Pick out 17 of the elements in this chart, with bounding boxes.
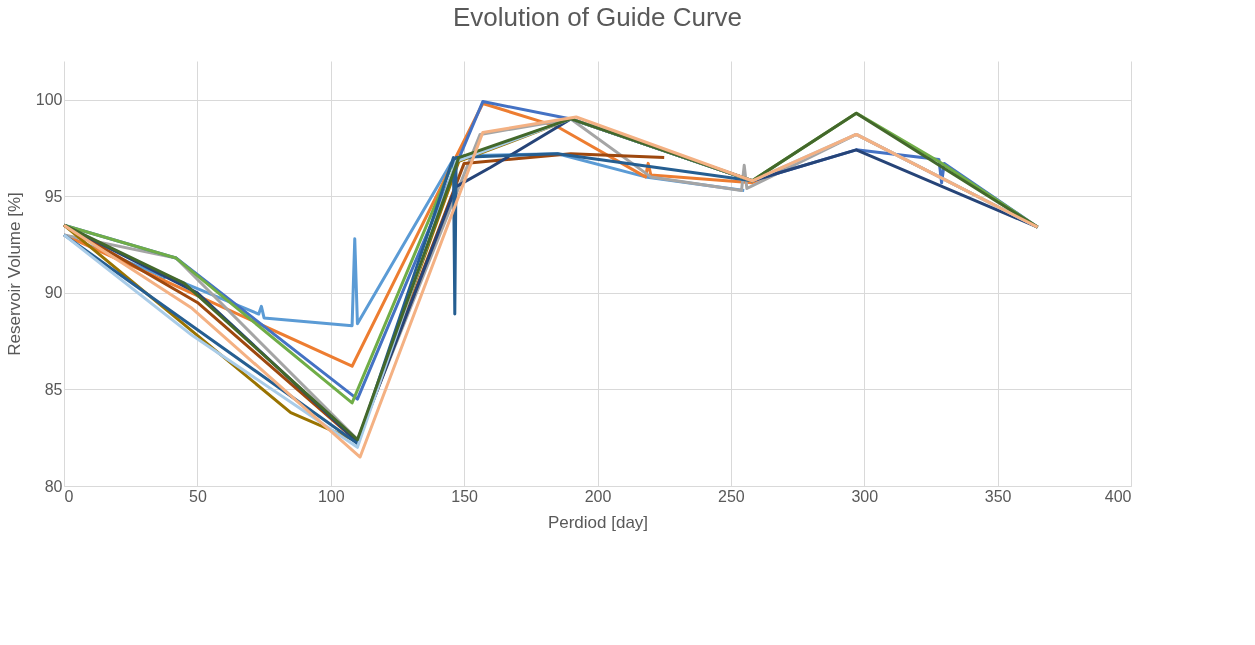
x-axis-title: Perdiod [day] xyxy=(547,512,649,532)
x-tick-label: 400 xyxy=(1104,487,1132,505)
x-tick-label: 150 xyxy=(451,487,479,505)
y-axis-title: Reservoir Volume [%] xyxy=(4,192,24,356)
x-tick-label: 200 xyxy=(584,487,612,505)
chart-title: Evolution of Guide Curve xyxy=(452,2,743,32)
x-tick-label: 350 xyxy=(984,487,1012,505)
y-tick-label: 95 xyxy=(44,187,63,205)
x-tick-label: 50 xyxy=(188,487,207,505)
x-tick-label: 100 xyxy=(317,487,345,505)
x-tick-label: 250 xyxy=(718,487,745,505)
x-tick-label: 0 xyxy=(64,487,74,505)
y-tick-label: 90 xyxy=(44,284,63,302)
y-tick-label: 100 xyxy=(35,91,63,109)
y-tick-label: 85 xyxy=(44,380,63,398)
y-tick-label: 80 xyxy=(44,477,63,495)
x-tick-label: 300 xyxy=(851,487,879,505)
